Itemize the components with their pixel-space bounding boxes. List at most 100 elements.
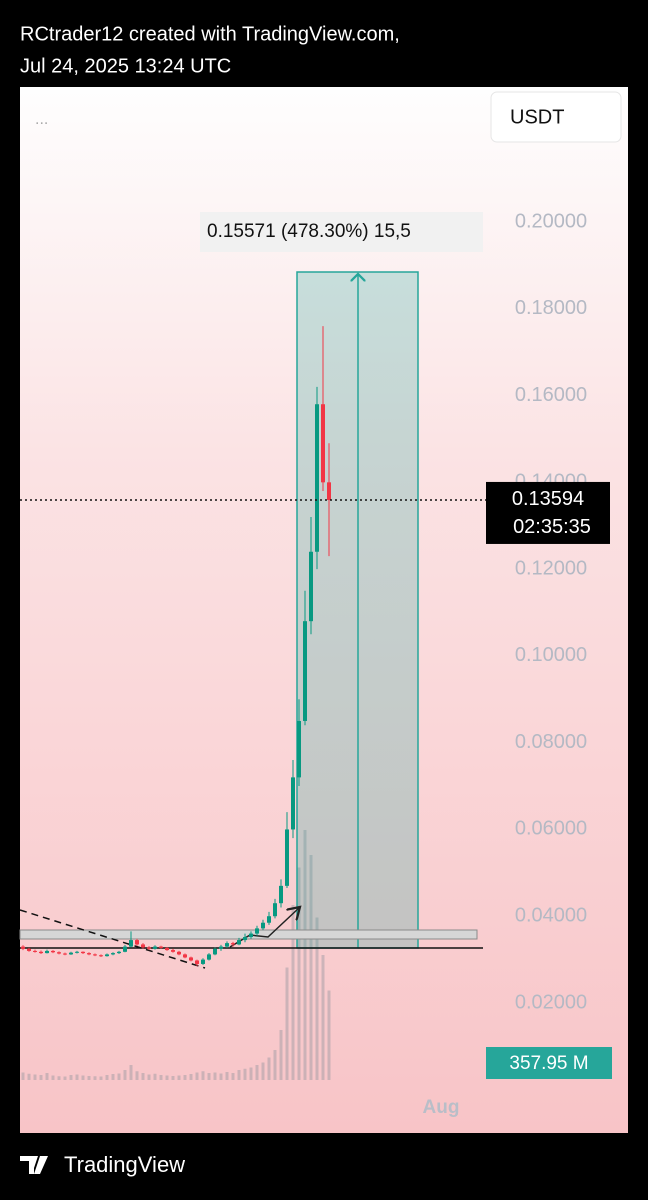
volume-bar: [87, 1076, 91, 1080]
y-tick-label: 0.04000: [515, 905, 587, 927]
candle-body: [99, 955, 103, 957]
candle-body: [297, 720, 301, 778]
volume-box: [486, 1047, 612, 1079]
candle-body: [75, 951, 79, 953]
candle-body: [207, 954, 211, 960]
candle-body: [27, 948, 31, 951]
candle-body: [315, 404, 319, 552]
candle-body: [51, 950, 55, 953]
candle-body: [57, 952, 61, 954]
volume-bar: [177, 1075, 181, 1080]
volume-bar: [123, 1070, 127, 1080]
candle-body: [327, 482, 331, 500]
volume-bar: [141, 1073, 145, 1080]
candle-body: [159, 946, 163, 948]
volume: [21, 830, 331, 1080]
candle-body: [141, 944, 145, 948]
volume-bar: [255, 1065, 259, 1080]
volume-bar: [93, 1076, 97, 1080]
candle-body: [321, 404, 325, 483]
volume-bar: [183, 1075, 187, 1080]
candle-body: [93, 954, 97, 956]
candle-body: [111, 953, 115, 955]
candle-body: [249, 933, 253, 938]
candle-body: [105, 954, 109, 957]
trend-line: [19, 909, 206, 969]
y-tick-label: 0.20000: [515, 210, 587, 232]
candle-body: [231, 943, 235, 945]
volume-bar: [243, 1068, 247, 1080]
candle-body: [279, 885, 283, 904]
measure-label-box: [200, 212, 483, 252]
volume-bar: [297, 867, 301, 1080]
countdown: 02:35:35: [513, 516, 591, 538]
support-zone: [19, 929, 478, 940]
volume-bar: [231, 1073, 235, 1080]
candle-body: [183, 954, 187, 958]
volume-bar: [75, 1074, 79, 1080]
volume-bar: [135, 1071, 139, 1080]
candle-body: [69, 952, 73, 955]
y-tick-label: 0.10000: [515, 644, 587, 666]
volume-bar: [105, 1075, 109, 1080]
candle-body: [213, 948, 217, 955]
candle-body: [153, 946, 157, 949]
candle-body: [201, 959, 205, 964]
volume-bar: [51, 1075, 55, 1080]
candle-body: [243, 937, 247, 941]
candle-body: [165, 947, 169, 951]
volume-bar: [279, 1030, 283, 1080]
currency: USDT: [510, 106, 564, 128]
last-price: 0.13594: [512, 488, 584, 510]
measure-label: 0.15571 (478.30%) 15,5: [207, 221, 411, 242]
brand: TradingView: [64, 1152, 185, 1177]
menu[interactable]: ...: [35, 111, 48, 128]
volume-bar: [33, 1074, 37, 1080]
candle-body: [237, 940, 241, 945]
candle-body: [45, 950, 49, 954]
y-tick-label: 0.06000: [515, 818, 587, 840]
volume-bar: [81, 1075, 85, 1080]
volume-bar: [315, 917, 319, 1080]
candle-body: [117, 951, 121, 954]
candle-body: [87, 953, 91, 955]
chart-panel: [20, 87, 628, 1133]
candle-body: [177, 951, 181, 955]
volume-bar: [153, 1073, 157, 1080]
candle-body: [195, 960, 199, 964]
volume-bar: [237, 1070, 241, 1080]
volume-bar: [303, 830, 307, 1080]
candle-body: [33, 950, 37, 952]
candle-body: [129, 940, 133, 947]
y-tick-label: 0.16000: [515, 384, 587, 406]
volume-bar: [219, 1073, 223, 1080]
candle-body: [219, 946, 223, 949]
volume-bar: [99, 1076, 103, 1080]
currency-button[interactable]: [490, 91, 622, 143]
candle-body: [189, 957, 193, 961]
candle-body: [267, 916, 271, 923]
candle-body: [81, 951, 85, 954]
header-line: RCtrader12 created with TradingView.com,: [20, 23, 400, 45]
candle-body: [135, 940, 139, 945]
volume-bar: [27, 1073, 31, 1080]
candle-body: [21, 946, 25, 949]
volume-bar: [249, 1067, 253, 1080]
volume-bar: [273, 1050, 277, 1080]
volume-bar: [309, 855, 313, 1080]
candle-body: [147, 947, 151, 949]
volume-bar: [63, 1076, 67, 1080]
candle-body: [273, 903, 277, 917]
y-tick-label: 0.08000: [515, 731, 587, 753]
candle-body: [63, 953, 67, 955]
volume-bar: [225, 1072, 229, 1080]
volume-bar: [213, 1072, 217, 1080]
candles: [21, 326, 331, 967]
candle-body: [291, 777, 295, 830]
volume-bar: [207, 1073, 211, 1080]
header-line: Jul 24, 2025 13:24 UTC: [20, 55, 231, 77]
volume-bar: [21, 1072, 25, 1080]
candle-body: [255, 928, 259, 934]
